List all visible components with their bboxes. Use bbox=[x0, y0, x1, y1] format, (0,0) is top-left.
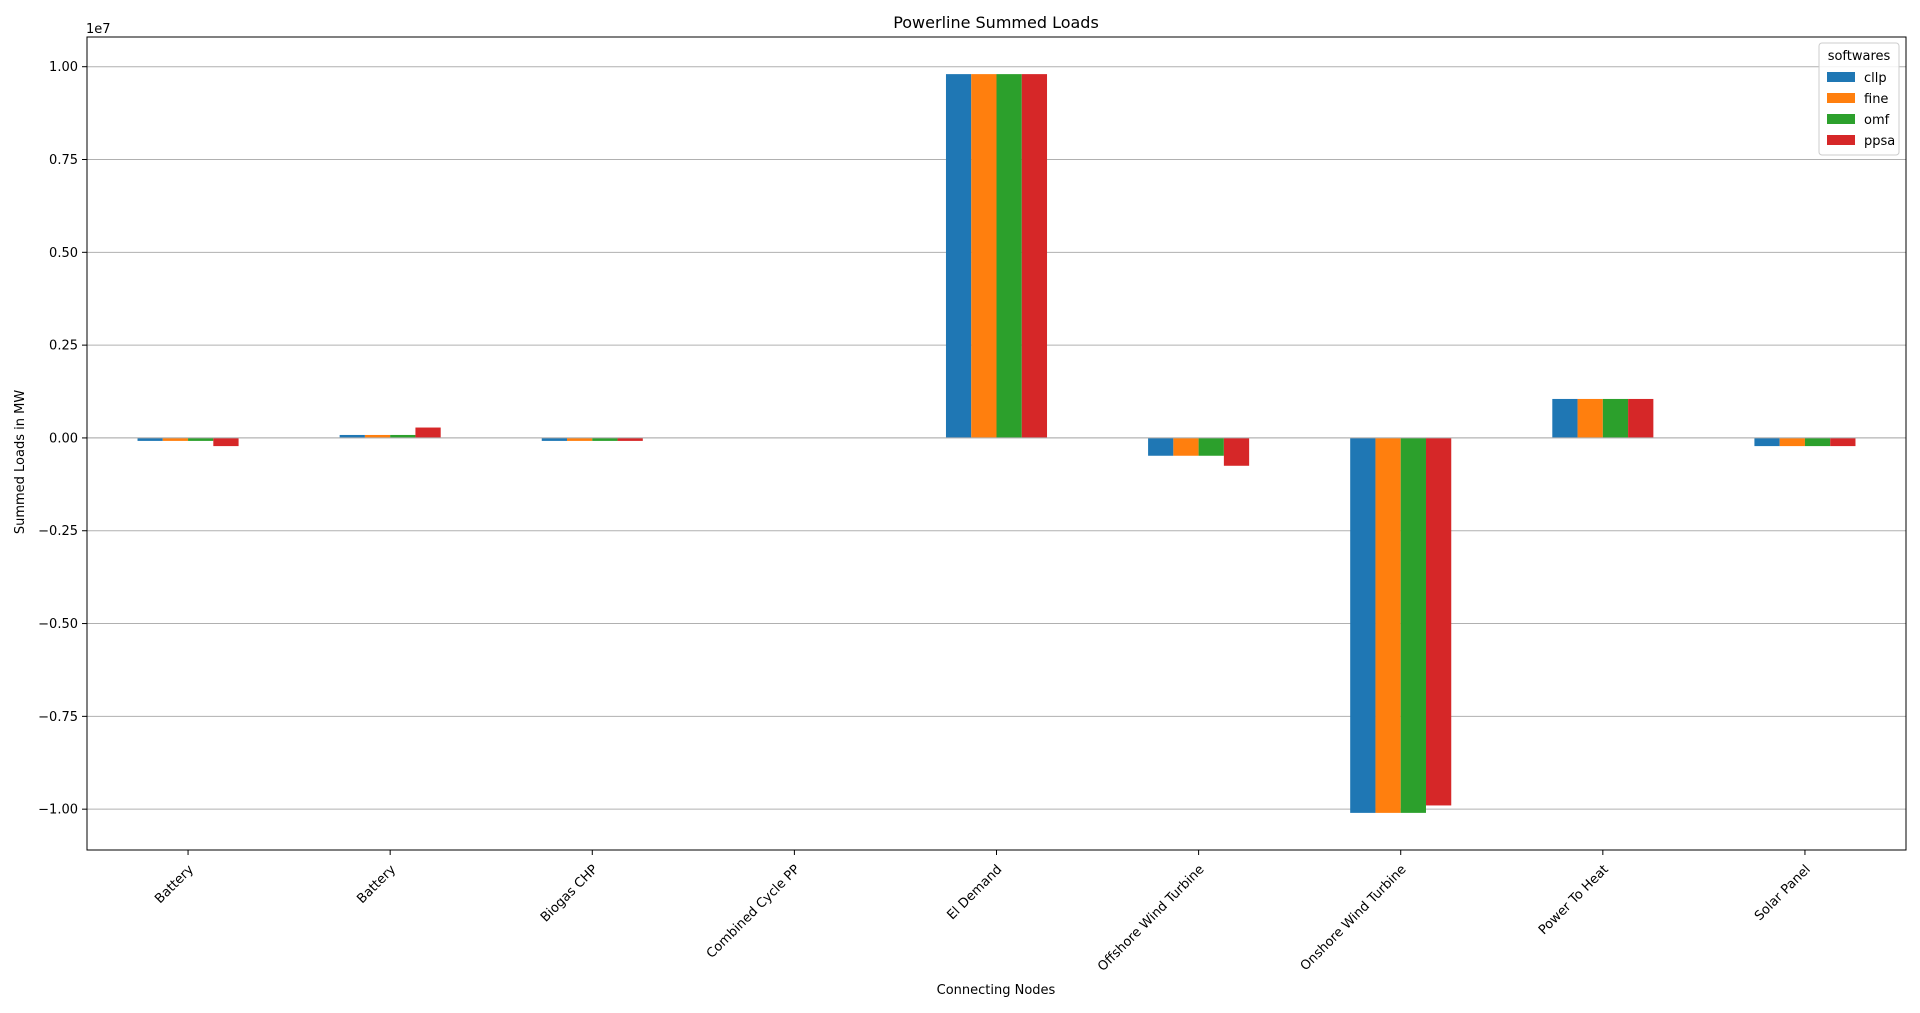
legend-entry-cllp: cllp bbox=[1864, 71, 1887, 86]
bar-fine bbox=[1173, 437, 1199, 456]
y-tick-label: 0.00 bbox=[49, 431, 78, 446]
legend-entry-fine: fine bbox=[1864, 92, 1888, 107]
y-tick-label: 0.25 bbox=[49, 339, 78, 354]
y-tick-label: 0.75 bbox=[49, 153, 78, 168]
x-tick-label: El Demand bbox=[944, 862, 1005, 923]
y-tick-label: −0.25 bbox=[38, 524, 78, 539]
bar-omf bbox=[188, 437, 214, 441]
y-tick-label: 1.00 bbox=[49, 60, 78, 75]
bar-fine bbox=[567, 437, 593, 441]
x-tick-label: Offshore Wind Turbine bbox=[1095, 862, 1207, 974]
legend-swatch-omf bbox=[1827, 114, 1855, 124]
x-tick-label: Solar Panel bbox=[1752, 862, 1814, 924]
bar-fine bbox=[162, 437, 189, 441]
bar-omf bbox=[390, 434, 416, 438]
bar-fine bbox=[1779, 437, 1805, 447]
x-tick-label: Biogas CHP bbox=[538, 862, 601, 925]
bar-cllp bbox=[541, 437, 568, 441]
bar-cllp bbox=[1552, 398, 1578, 438]
x-tick-label: Onshore Wind Turbine bbox=[1298, 862, 1410, 974]
y-axis-ticks: −1.00 −0.75 −0.50 −0.25 0.00 0.25 0.50 0.75 1.00 bbox=[38, 60, 87, 818]
bar-omf bbox=[1804, 437, 1831, 447]
bar-ppsa bbox=[213, 437, 239, 447]
bar-cllp bbox=[339, 434, 365, 438]
legend-swatch-ppsa bbox=[1827, 135, 1855, 145]
bar-ppsa bbox=[1830, 437, 1856, 447]
y-tick-label: 0.50 bbox=[49, 246, 78, 261]
x-tick-label: Combined Cycle PP bbox=[704, 862, 803, 961]
legend-entry-ppsa: ppsa bbox=[1864, 134, 1895, 149]
x-tick-label: Battery bbox=[354, 862, 399, 907]
x-axis-label: Connecting Nodes bbox=[937, 983, 1056, 998]
bar-omf bbox=[592, 437, 618, 441]
legend: softwares cllp fine omf ppsa bbox=[1818, 42, 1900, 156]
x-tick-label: Power To Heat bbox=[1536, 862, 1612, 938]
bar-fine bbox=[1577, 398, 1603, 438]
bar-fine bbox=[364, 434, 391, 438]
bar-cllp bbox=[1754, 437, 1780, 447]
x-tick-label: Battery bbox=[152, 862, 197, 907]
y-tick-label: −1.00 bbox=[38, 803, 78, 818]
bar-omf bbox=[1602, 398, 1629, 438]
y-axis-label: Summed Loads in MW bbox=[13, 390, 28, 534]
chart-title: Powerline Summed Loads bbox=[893, 13, 1099, 32]
legend-entry-omf: omf bbox=[1864, 113, 1890, 128]
x-axis-ticks: Battery Battery Biogas CHP Combined Cycle P… bbox=[152, 850, 1814, 975]
bar-fine bbox=[971, 74, 997, 438]
bar-omf bbox=[996, 74, 1022, 438]
y-tick-label: −0.50 bbox=[38, 617, 78, 632]
legend-title: softwares bbox=[1828, 49, 1891, 64]
bars bbox=[137, 74, 1856, 813]
legend-box bbox=[1818, 42, 1900, 156]
bar-cllp bbox=[1350, 437, 1376, 813]
legend-swatch-fine bbox=[1827, 93, 1855, 103]
y-axis-multiplier: 1e7 bbox=[86, 22, 111, 37]
bar-ppsa bbox=[617, 437, 643, 441]
legend-swatch-cllp bbox=[1827, 72, 1855, 82]
bar-fine bbox=[1375, 437, 1401, 813]
bar-ppsa bbox=[1223, 437, 1250, 466]
bar-cllp bbox=[1148, 437, 1174, 456]
bar-omf bbox=[1400, 437, 1426, 813]
bar-cllp bbox=[137, 437, 163, 441]
bar-ppsa bbox=[1021, 74, 1048, 438]
y-tick-label: −0.75 bbox=[38, 710, 78, 725]
bar-omf bbox=[1198, 437, 1224, 456]
bar-ppsa bbox=[415, 427, 441, 438]
bar-ppsa bbox=[1628, 398, 1654, 438]
bar-cllp bbox=[945, 74, 972, 438]
bar-ppsa bbox=[1425, 437, 1452, 806]
